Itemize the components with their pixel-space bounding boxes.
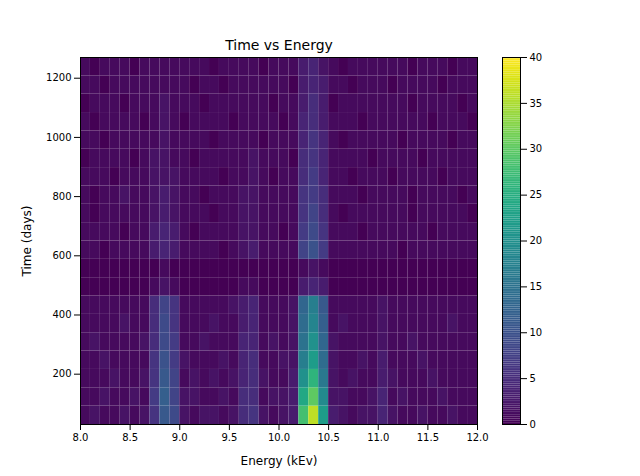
- svg-text:15: 15: [530, 281, 543, 292]
- svg-text:9.5: 9.5: [221, 432, 237, 443]
- svg-text:10: 10: [530, 327, 543, 338]
- svg-text:10.0: 10.0: [268, 432, 290, 443]
- svg-text:30: 30: [530, 143, 543, 154]
- svg-text:200: 200: [52, 368, 71, 379]
- svg-text:Energy (kEv): Energy (kEv): [241, 454, 318, 468]
- svg-text:9.0: 9.0: [172, 432, 188, 443]
- svg-text:11.5: 11.5: [417, 432, 439, 443]
- svg-text:25: 25: [530, 189, 543, 200]
- svg-text:8.5: 8.5: [122, 432, 138, 443]
- svg-text:Time (days): Time (days): [20, 206, 34, 278]
- svg-text:11.0: 11.0: [367, 432, 389, 443]
- svg-text:Time vs Energy: Time vs Energy: [224, 37, 333, 53]
- svg-text:800: 800: [52, 191, 71, 202]
- svg-text:12.0: 12.0: [466, 432, 488, 443]
- svg-text:10.5: 10.5: [317, 432, 339, 443]
- svg-text:40: 40: [530, 52, 543, 63]
- svg-text:0: 0: [530, 419, 536, 430]
- svg-text:1200: 1200: [46, 72, 71, 83]
- svg-text:400: 400: [52, 309, 71, 320]
- svg-text:5: 5: [530, 373, 536, 384]
- svg-text:20: 20: [530, 235, 543, 246]
- svg-text:1000: 1000: [46, 132, 71, 143]
- svg-text:8.0: 8.0: [73, 432, 89, 443]
- svg-text:600: 600: [52, 250, 71, 261]
- svg-text:35: 35: [530, 98, 543, 109]
